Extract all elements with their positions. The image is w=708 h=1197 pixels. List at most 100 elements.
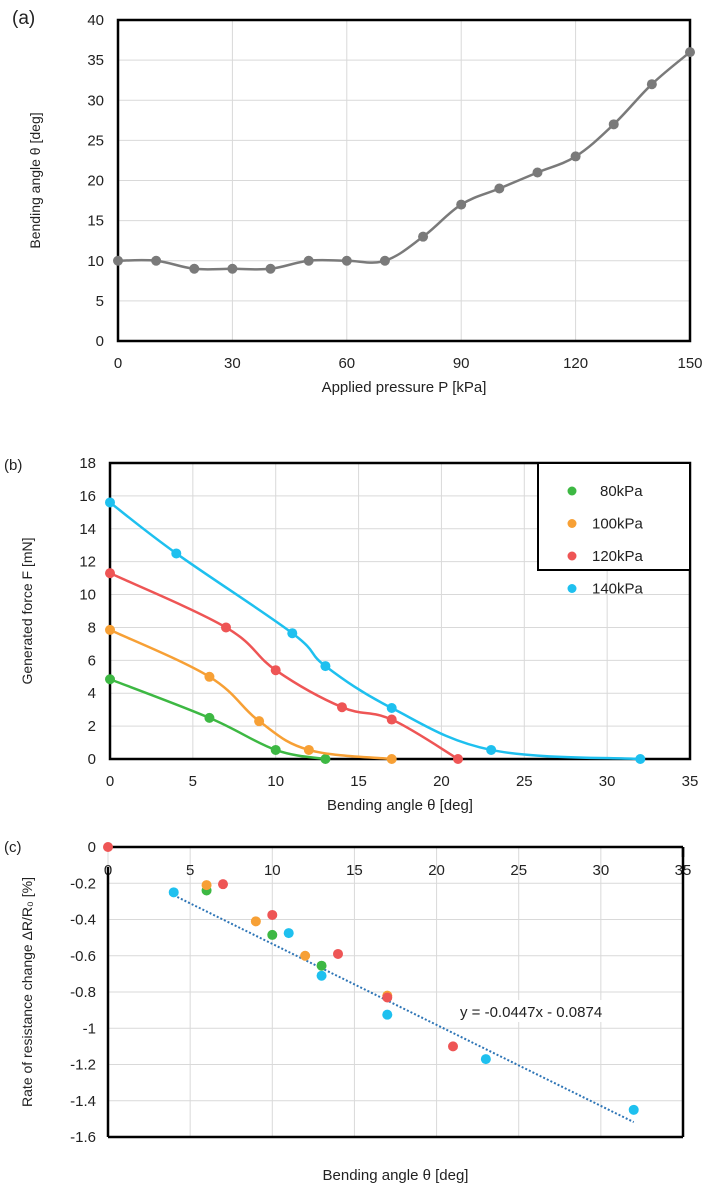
series-line-0 xyxy=(117,51,691,271)
data-point xyxy=(333,948,343,959)
data-point xyxy=(287,628,298,639)
y-tick-label: 18 xyxy=(79,455,96,472)
legend-marker xyxy=(567,584,577,593)
y-tick-label: 6 xyxy=(88,652,96,669)
data-point xyxy=(267,909,278,920)
data-point xyxy=(320,754,331,764)
data-point xyxy=(386,754,397,764)
y-tick-label: 0 xyxy=(88,751,96,768)
data-point xyxy=(270,744,281,755)
data-point xyxy=(189,263,200,274)
x-tick-label: 5 xyxy=(186,862,194,879)
x-tick-label: 10 xyxy=(264,862,281,879)
x-tick-label: 90 xyxy=(453,355,470,372)
legend-label: 120kPa xyxy=(592,548,644,565)
legend-marker xyxy=(567,519,577,528)
data-point xyxy=(480,1054,491,1065)
data-point xyxy=(628,1104,639,1115)
data-point xyxy=(105,624,115,635)
x-axis-label: Bending angle θ [deg] xyxy=(327,797,473,814)
x-tick-label: 25 xyxy=(516,773,533,790)
x-tick-label: 15 xyxy=(346,862,363,879)
y-tick-label: -0.6 xyxy=(70,948,96,965)
y-axis-label: Rate of resistance change ΔR/R₀ [%] xyxy=(19,877,35,1107)
y-tick-label: 0 xyxy=(88,839,96,856)
y-tick-label: 16 xyxy=(79,488,96,505)
x-tick-label: 0 xyxy=(106,773,114,790)
x-tick-label: 30 xyxy=(593,862,610,879)
data-point xyxy=(316,960,327,971)
y-tick-label: 15 xyxy=(87,213,104,230)
x-axis-label: Applied pressure P [kPa] xyxy=(322,379,487,396)
y-tick-label: 10 xyxy=(87,253,104,270)
data-point xyxy=(303,255,314,266)
data-point xyxy=(685,47,695,58)
data-point xyxy=(456,199,467,210)
data-point xyxy=(201,880,212,891)
data-point xyxy=(113,255,123,266)
x-tick-label: 30 xyxy=(599,773,616,790)
data-point xyxy=(635,754,646,764)
y-tick-label: 40 xyxy=(87,12,104,29)
data-point xyxy=(151,255,162,266)
y-tick-label: -1 xyxy=(83,1020,96,1037)
x-axis-label: Bending angle θ [deg] xyxy=(323,1167,469,1184)
x-tick-label: 20 xyxy=(433,773,450,790)
data-point xyxy=(105,568,115,579)
data-point xyxy=(267,929,278,940)
y-tick-label: -0.2 xyxy=(70,875,96,892)
y-tick-label: 35 xyxy=(87,52,104,69)
data-point xyxy=(168,887,179,898)
data-point xyxy=(283,928,294,939)
data-point xyxy=(570,151,581,162)
legend-label: 140kPa xyxy=(592,581,644,598)
data-point xyxy=(265,263,276,274)
series-line-120kPa xyxy=(109,572,459,761)
y-tick-label: -1.4 xyxy=(70,1093,96,1110)
legend-box xyxy=(537,462,691,571)
x-tick-label: 120 xyxy=(563,355,588,372)
y-tick-label: -0.4 xyxy=(70,912,96,929)
data-point xyxy=(221,622,231,633)
panel-label: (c) xyxy=(4,839,22,856)
data-point xyxy=(103,842,113,852)
x-tick-label: 0 xyxy=(114,355,122,372)
data-point xyxy=(227,263,238,274)
y-tick-label: 4 xyxy=(88,685,96,702)
y-tick-label: 5 xyxy=(96,293,104,310)
y-tick-label: 0 xyxy=(96,333,104,350)
data-point xyxy=(320,661,331,672)
x-tick-label: 60 xyxy=(338,355,355,372)
x-tick-label: 30 xyxy=(224,355,241,372)
y-axis-label: Bending angle θ [deg] xyxy=(27,112,43,248)
data-point xyxy=(105,497,115,508)
plot-frame xyxy=(108,461,692,761)
data-point xyxy=(316,970,327,981)
data-point xyxy=(250,916,261,927)
data-point xyxy=(608,119,619,130)
data-point xyxy=(254,716,265,727)
x-tick-label: 15 xyxy=(350,773,367,790)
data-point xyxy=(382,992,393,1003)
legend-marker xyxy=(567,551,577,561)
y-tick-label: -1.6 xyxy=(70,1129,96,1146)
y-tick-label: 2 xyxy=(88,718,96,735)
data-point xyxy=(171,548,182,559)
x-tick-label: 25 xyxy=(510,862,527,879)
y-axis-label: Generated force F [mN] xyxy=(19,537,35,684)
data-point xyxy=(453,754,463,764)
x-tick-label: 35 xyxy=(682,773,699,790)
data-point xyxy=(382,1009,393,1020)
y-tick-label: -1.2 xyxy=(70,1057,96,1074)
data-point xyxy=(418,231,429,242)
x-tick-label: 5 xyxy=(189,773,197,790)
legend-label: 100kPa xyxy=(592,516,644,533)
data-point xyxy=(337,702,347,713)
data-point xyxy=(486,744,497,755)
x-tick-label: 10 xyxy=(267,773,284,790)
data-point xyxy=(532,167,543,178)
x-tick-label: 20 xyxy=(428,862,445,879)
data-point xyxy=(105,674,115,685)
panel-label: (a) xyxy=(12,8,35,29)
trendline xyxy=(173,894,635,1123)
